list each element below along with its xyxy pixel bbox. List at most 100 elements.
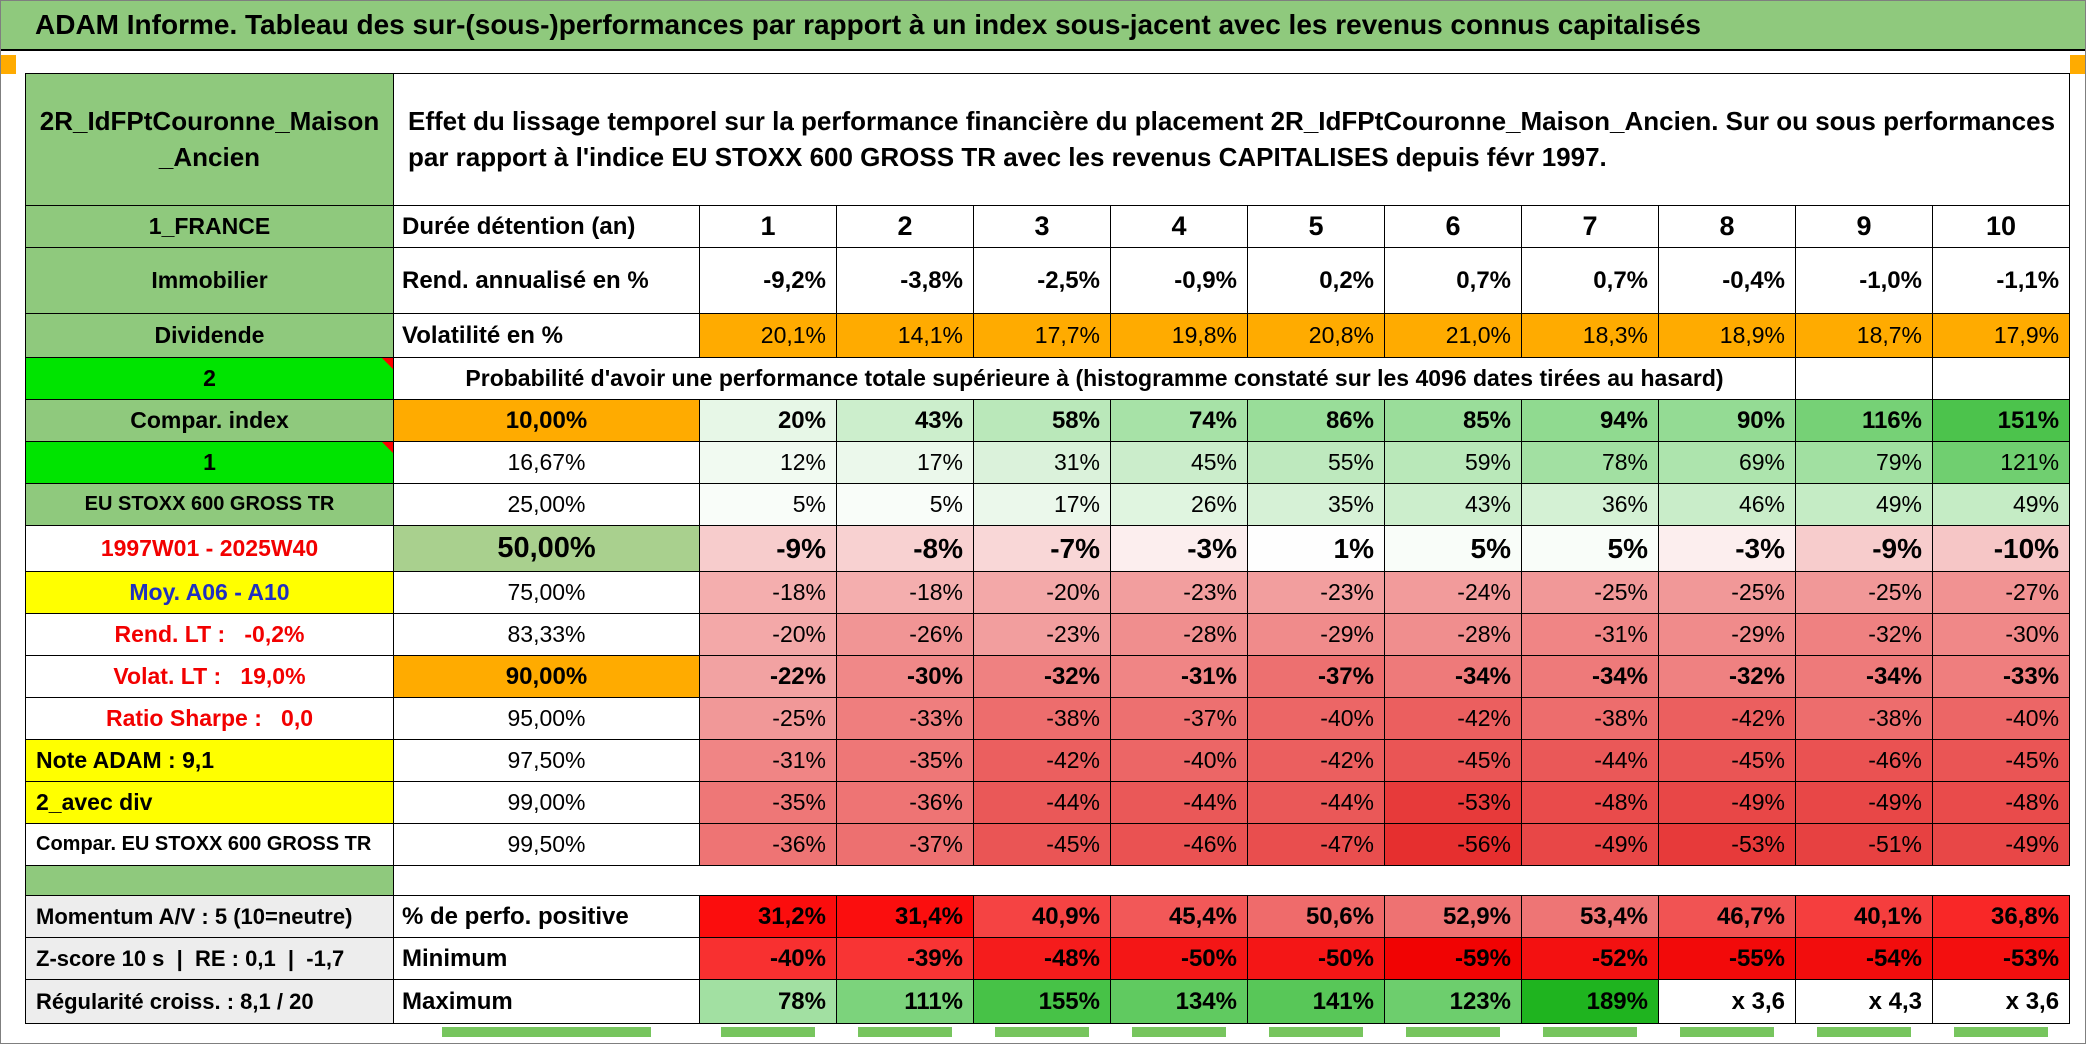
row-header-cell[interactable]: 25,00% [393,483,700,526]
row-header-cell[interactable]: 16,67% [393,441,700,484]
value-cell[interactable]: -25% [1658,571,1796,614]
value-cell[interactable]: 45,4% [1110,895,1248,938]
value-cell[interactable]: 43% [836,399,974,442]
value-cell[interactable]: -53% [1384,781,1522,824]
value-cell[interactable]: -3,8% [836,247,974,314]
value-cell[interactable]: -50% [1110,937,1248,980]
value-cell[interactable]: -9% [699,525,837,572]
value-cell[interactable]: 21,0% [1384,313,1522,358]
value-cell[interactable]: -31% [1521,613,1659,656]
row-label-cell[interactable]: Note ADAM : 9,1 [25,739,394,782]
value-cell[interactable]: 31,4% [836,895,974,938]
value-cell[interactable]: -42% [1247,739,1385,782]
value-cell[interactable]: -54% [1795,937,1933,980]
row-label-cell[interactable]: 2R_IdFPtCouronne_Maison _Ancien [25,73,394,206]
value-cell[interactable]: -30% [836,655,974,698]
value-cell[interactable]: -9,2% [699,247,837,314]
value-cell[interactable]: -44% [1521,739,1659,782]
value-cell[interactable]: -36% [699,823,837,866]
value-cell[interactable]: -22% [699,655,837,698]
value-cell[interactable]: 0,7% [1521,247,1659,314]
value-cell[interactable]: 17% [836,441,974,484]
value-cell[interactable]: 18,9% [1658,313,1796,358]
value-cell[interactable]: 0,2% [1247,247,1385,314]
value-cell[interactable]: -0,4% [1658,247,1796,314]
value-cell[interactable]: -10% [1931,525,2071,572]
value-cell[interactable]: -29% [1658,613,1796,656]
value-cell[interactable]: -56% [1384,823,1522,866]
value-cell[interactable]: -35% [699,781,837,824]
row-header-cell[interactable]: % de perfo. positive [393,895,700,938]
value-cell[interactable]: -7% [973,525,1111,572]
row-header-cell[interactable]: Volatilité en % [393,313,700,358]
row-label-cell[interactable]: Volat. LT : 19,0% [25,655,394,698]
value-cell[interactable]: -25% [1795,571,1933,614]
value-cell[interactable]: -26% [836,613,974,656]
value-cell[interactable]: 18,7% [1795,313,1933,358]
value-cell[interactable]: -49% [1931,823,2071,866]
value-cell[interactable]: 19,8% [1110,313,1248,358]
value-cell[interactable]: 12% [699,441,837,484]
row-header-cell[interactable]: 90,00% [393,655,700,698]
value-cell[interactable]: -38% [973,697,1111,740]
value-cell[interactable]: -27% [1931,571,2071,614]
row-header-cell[interactable]: 50,00% [393,525,700,572]
value-cell[interactable]: 53,4% [1521,895,1659,938]
value-cell[interactable]: 5% [836,483,974,526]
row-header-cell[interactable]: 99,50% [393,823,700,866]
value-cell[interactable]: 2 [836,205,974,248]
value-cell[interactable]: -59% [1384,937,1522,980]
value-cell[interactable]: -45% [1658,739,1796,782]
row-label-cell[interactable]: Moy. A06 - A10 [25,571,394,614]
value-cell[interactable]: -25% [699,697,837,740]
value-cell[interactable]: 90% [1658,399,1796,442]
value-cell[interactable]: -20% [973,571,1111,614]
value-cell[interactable]: -9% [1795,525,1933,572]
value-cell[interactable]: 36,8% [1931,895,2071,938]
value-cell[interactable]: 5% [699,483,837,526]
value-cell[interactable]: 49% [1795,483,1933,526]
value-cell[interactable]: 45% [1110,441,1248,484]
value-cell[interactable]: -1,1% [1931,247,2071,314]
empty-cell[interactable] [1931,357,2071,400]
value-cell[interactable]: 155% [973,979,1111,1024]
row-label-cell[interactable]: Rend. LT : -0,2% [25,613,394,656]
value-cell[interactable]: -18% [836,571,974,614]
value-cell[interactable]: 20% [699,399,837,442]
value-cell[interactable]: 111% [836,979,974,1024]
value-cell[interactable]: -55% [1658,937,1796,980]
value-cell[interactable]: x 3,6 [1931,979,2071,1024]
row-label-cell[interactable]: Régularité croiss. : 8,1 / 20 [25,979,394,1024]
row-label-cell[interactable]: 1 [25,441,394,484]
value-cell[interactable]: 31,2% [699,895,837,938]
value-cell[interactable]: -36% [836,781,974,824]
value-cell[interactable]: -37% [1247,655,1385,698]
value-cell[interactable]: 52,9% [1384,895,1522,938]
value-cell[interactable]: -31% [699,739,837,782]
value-cell[interactable]: 151% [1931,399,2071,442]
empty-cell[interactable] [1795,357,1933,400]
value-cell[interactable]: -50% [1247,937,1385,980]
row-label-cell[interactable]: 2_avec div [25,781,394,824]
value-cell[interactable]: 26% [1110,483,1248,526]
value-cell[interactable]: 85% [1384,399,1522,442]
value-cell[interactable]: -49% [1795,781,1933,824]
value-cell[interactable]: -42% [1384,697,1522,740]
value-cell[interactable]: -34% [1521,655,1659,698]
value-cell[interactable]: 59% [1384,441,1522,484]
value-cell[interactable]: 86% [1247,399,1385,442]
value-cell[interactable]: 3 [973,205,1111,248]
value-cell[interactable]: 1% [1247,525,1385,572]
value-cell[interactable]: -37% [836,823,974,866]
value-cell[interactable]: 189% [1521,979,1659,1024]
value-cell[interactable]: -30% [1931,613,2071,656]
value-cell[interactable]: 1 [699,205,837,248]
value-cell[interactable]: 6 [1384,205,1522,248]
value-cell[interactable]: -46% [1795,739,1933,782]
row-header-cell[interactable]: Maximum [393,979,700,1024]
value-cell[interactable]: 116% [1795,399,1933,442]
value-cell[interactable]: -28% [1384,613,1522,656]
value-cell[interactable]: -53% [1931,937,2071,980]
row-header-cell[interactable]: Durée détention (an) [393,205,700,248]
value-cell[interactable]: -52% [1521,937,1659,980]
